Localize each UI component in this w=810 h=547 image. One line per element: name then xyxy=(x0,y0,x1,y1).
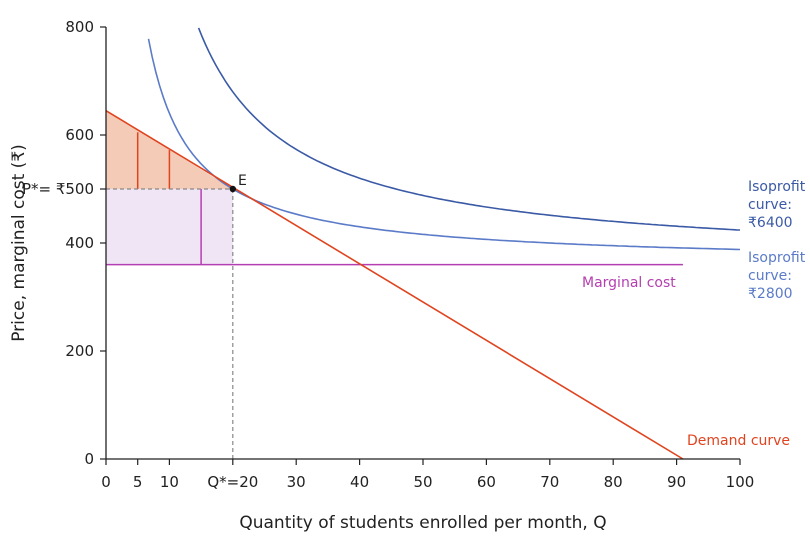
guide-lines xyxy=(106,188,234,459)
y-tick-label: 400 xyxy=(65,234,94,252)
surplus-shading xyxy=(106,110,233,265)
x-tick-label: 80 xyxy=(604,473,623,491)
isoprofit-high-label-line1: Isoprofit xyxy=(748,179,806,195)
y-tick-label: 600 xyxy=(65,126,94,144)
y-tick-label: P*= ₹500 xyxy=(22,180,94,198)
isoprofit-low-label-line2: curve: xyxy=(748,268,792,284)
x-tick-label: 70 xyxy=(540,473,559,491)
isoprofit-curve-2800 xyxy=(147,38,741,251)
isoprofit-high-label-line3: ₹6400 xyxy=(748,215,793,231)
x-tick-label: 50 xyxy=(413,473,432,491)
x-tick-label: 30 xyxy=(287,473,306,491)
isoprofit-low-label-line3: ₹2800 xyxy=(748,286,793,302)
y-tick-label: 200 xyxy=(65,342,94,360)
producer-surplus-area xyxy=(106,189,233,265)
x-tick-label: 0 xyxy=(101,473,111,491)
isoprofit-high-label: Isoprofit curve: ₹6400 xyxy=(748,179,806,231)
y-tick-label: 0 xyxy=(84,450,94,468)
x-tick-label: 40 xyxy=(350,473,369,491)
x-tick-label: 10 xyxy=(160,473,179,491)
x-tick-label: 100 xyxy=(726,473,755,491)
equilibrium-point xyxy=(229,185,236,193)
x-tick-label: 5 xyxy=(133,473,143,491)
demand-curve-label: Demand curve xyxy=(687,433,790,449)
y-axis-title: Price, marginal cost (₹) xyxy=(9,144,29,342)
y-tick-label: 800 xyxy=(65,18,94,36)
x-tick-label: 60 xyxy=(477,473,496,491)
isoprofit-curve-6400 xyxy=(197,27,741,231)
series-lines xyxy=(105,27,741,460)
isoprofit-low-label-line1: Isoprofit xyxy=(748,250,806,266)
tick-labels: 0 5 10 Q*=20 30 40 50 60 70 80 90 100 0 200 400 P*= ₹50… xyxy=(22,18,754,491)
point-e-label: E xyxy=(238,173,247,189)
demand-curve-line xyxy=(105,110,684,460)
x-tick-label: 90 xyxy=(667,473,686,491)
x-tick-label: Q*=20 xyxy=(207,473,258,491)
isoprofit-low-label: Isoprofit curve: ₹2800 xyxy=(748,250,806,302)
x-axis-title: Quantity of students enrolled per month,… xyxy=(239,513,606,533)
marginal-cost-label: Marginal cost xyxy=(582,275,676,291)
isoprofit-high-label-line2: curve: xyxy=(748,197,792,213)
